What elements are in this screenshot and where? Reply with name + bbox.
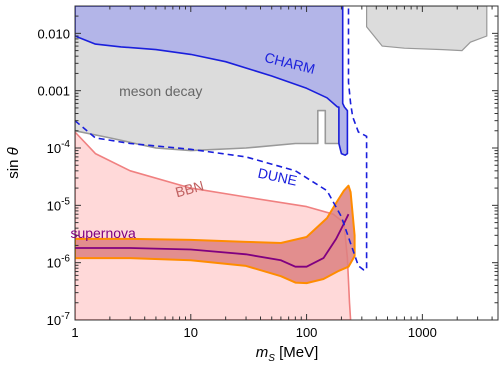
x-axis-title: mS [MeV] xyxy=(256,344,319,364)
y-tick-label: 10-7 xyxy=(47,311,71,328)
y-tick-label: 10-4 xyxy=(47,139,71,156)
x-tick-label: 10 xyxy=(184,325,198,340)
supernova-band xyxy=(75,184,356,285)
y-axis-title: sin θ xyxy=(5,147,22,178)
dune-curve xyxy=(75,6,368,271)
meson-decay-label: meson decay xyxy=(119,83,202,99)
plot-frame xyxy=(74,5,499,321)
y-tick-label: 10-5 xyxy=(47,196,71,213)
bbn-label: BBN xyxy=(174,177,206,200)
y-tick-label: 0.010 xyxy=(37,26,70,41)
x-tick-label: 1000 xyxy=(408,325,437,340)
dune-label: DUNE xyxy=(256,165,298,189)
exclusion-regions xyxy=(75,6,488,320)
x-tick-label: 100 xyxy=(296,325,318,340)
x-tick-label: 1 xyxy=(71,325,78,340)
axis-ticks: 1 10 100 1000 0.010 0.001 10-4 10-5 10-6 10-7 xyxy=(37,5,498,340)
supernova-label: supernova xyxy=(70,225,136,241)
meson-decay-region-2 xyxy=(366,6,488,52)
plot-border xyxy=(74,5,499,321)
supernova-central-curve xyxy=(75,213,350,268)
charm-region xyxy=(75,6,349,156)
y-tick-label: 10-6 xyxy=(47,254,71,271)
y-tick-label: 0.001 xyxy=(37,84,70,99)
